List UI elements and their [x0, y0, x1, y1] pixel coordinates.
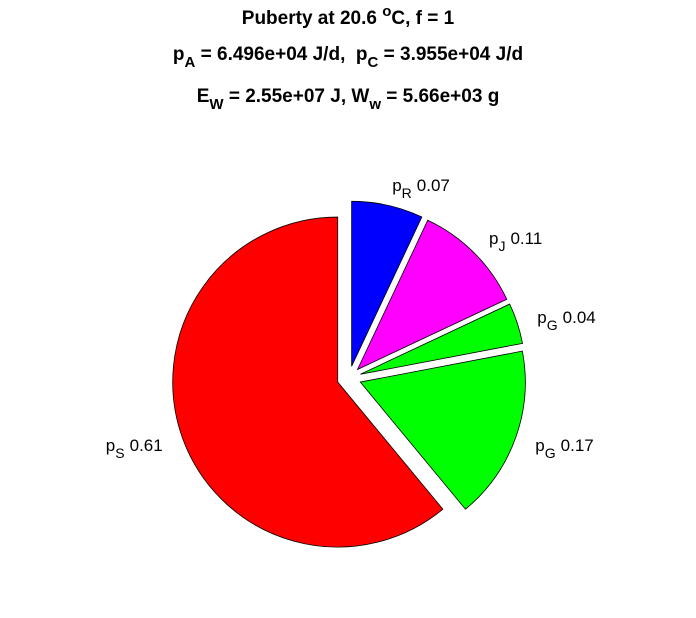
title-part: w — [368, 96, 381, 113]
label-value: 0.07 — [417, 176, 450, 195]
slice-label: pG 0.17 — [535, 436, 593, 461]
label-sub: S — [115, 445, 124, 461]
slice-label: pG 0.04 — [537, 308, 595, 333]
title-part: = 5.66e+03 g — [381, 86, 499, 107]
label-value: 0.04 — [563, 308, 596, 327]
slice-label: pS 0.61 — [106, 436, 163, 461]
title-part: p — [173, 44, 185, 65]
title-part: = 3.955e+04 J/d — [378, 44, 523, 65]
label-name: p — [537, 308, 546, 327]
title-part: o — [382, 3, 391, 20]
title-part: = 6.496e+04 J/d, p — [195, 44, 367, 65]
chart-title: pA = 6.496e+04 J/d, pC = 3.955e+04 J/d — [173, 44, 523, 71]
pie-slice — [360, 303, 523, 375]
title-part: = 2.55e+07 J, W — [224, 86, 370, 107]
pie-slice — [351, 200, 423, 367]
chart-title: EW = 2.55e+07 J, Ww = 5.66e+03 g — [197, 86, 500, 113]
label-sub: G — [547, 317, 558, 333]
label-value: 0.17 — [561, 436, 594, 455]
label-sub: G — [545, 445, 556, 461]
title-part: Puberty at 20.6 — [242, 8, 382, 29]
title-part: C, f = 1 — [391, 8, 454, 29]
title-part: E — [197, 86, 210, 107]
title-part: A — [185, 54, 196, 71]
label-name: p — [106, 436, 115, 455]
title-part: C — [368, 54, 379, 71]
label-name: p — [535, 436, 544, 455]
slice-label: pJ 0.11 — [489, 229, 542, 254]
label-sub: R — [402, 185, 412, 201]
chart-title: Puberty at 20.6 oC, f = 1 — [242, 3, 455, 29]
label-value: 0.11 — [510, 229, 542, 248]
pie-slice — [356, 219, 508, 371]
label-sub: J — [498, 238, 505, 254]
pie-slice — [172, 216, 444, 548]
slice-label: pR 0.07 — [392, 176, 450, 201]
label-name: p — [392, 176, 401, 195]
pie-slice — [359, 350, 526, 510]
title-part: W — [209, 96, 224, 113]
label-name: p — [489, 229, 498, 248]
label-value: 0.61 — [130, 436, 163, 455]
